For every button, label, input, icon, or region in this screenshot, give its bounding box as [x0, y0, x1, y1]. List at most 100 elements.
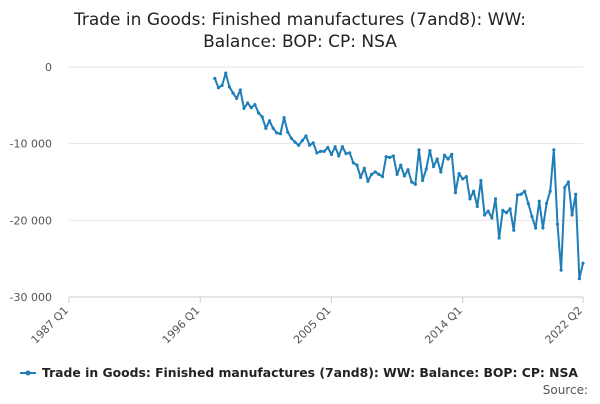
data-point[interactable] [428, 148, 432, 153]
data-point[interactable] [391, 154, 396, 158]
data-point[interactable] [337, 154, 341, 158]
data-point[interactable] [515, 193, 519, 197]
data-point[interactable] [552, 148, 556, 152]
data-point[interactable] [297, 143, 301, 147]
data-point[interactable] [548, 189, 552, 193]
data-point[interactable] [402, 174, 406, 178]
data-point[interactable] [453, 191, 458, 195]
data-point[interactable] [526, 201, 530, 206]
data-point[interactable] [388, 155, 392, 160]
data-point[interactable] [216, 86, 221, 90]
data-point[interactable] [238, 88, 242, 92]
legend-label[interactable]: Trade in Goods: Finished manufactures (7… [42, 366, 579, 380]
data-point[interactable] [450, 152, 454, 156]
data-point[interactable] [472, 189, 476, 193]
data-point[interactable] [421, 178, 425, 183]
data-point[interactable] [286, 130, 290, 134]
data-point[interactable] [340, 145, 344, 149]
data-point[interactable] [333, 145, 337, 149]
data-point[interactable] [282, 116, 286, 120]
data-point[interactable] [213, 76, 217, 81]
data-point[interactable] [275, 131, 279, 135]
data-point[interactable] [308, 143, 312, 147]
data-point[interactable] [493, 197, 498, 201]
data-point[interactable] [322, 149, 326, 153]
data-point[interactable] [570, 213, 574, 217]
data-point[interactable] [260, 115, 264, 119]
data-point[interactable] [355, 163, 359, 167]
data-point[interactable] [406, 168, 410, 172]
data-point[interactable] [461, 177, 465, 181]
data-point[interactable] [501, 208, 505, 212]
data-point[interactable] [304, 134, 308, 138]
data-point[interactable] [348, 151, 352, 155]
data-point[interactable] [574, 192, 578, 196]
data-point[interactable] [439, 170, 443, 174]
data-point[interactable] [490, 216, 494, 220]
data-point[interactable] [512, 228, 516, 232]
data-point[interactable] [435, 157, 439, 161]
data-point[interactable] [413, 182, 417, 186]
data-point[interactable] [424, 167, 428, 171]
data-point[interactable] [366, 179, 370, 183]
data-point[interactable] [380, 175, 385, 179]
data-point[interactable] [369, 172, 374, 176]
legend[interactable]: Trade in Goods: Finished manufactures (7… [20, 366, 579, 380]
data-point[interactable] [384, 155, 388, 159]
data-point[interactable] [399, 163, 403, 167]
data-point[interactable] [311, 141, 315, 145]
data-point[interactable] [431, 165, 436, 169]
data-point[interactable] [417, 148, 421, 152]
data-point[interactable] [377, 172, 381, 176]
data-point[interactable] [246, 101, 250, 105]
data-point[interactable] [344, 152, 348, 156]
data-point[interactable] [497, 236, 501, 240]
data-point[interactable] [256, 111, 261, 115]
data-point[interactable] [318, 149, 323, 153]
data-point[interactable] [530, 214, 534, 219]
data-point[interactable] [537, 199, 541, 203]
data-point[interactable] [231, 91, 235, 95]
data-point[interactable] [264, 126, 268, 130]
data-point[interactable] [224, 71, 228, 75]
data-point[interactable] [278, 132, 283, 136]
data-point[interactable] [555, 222, 560, 226]
data-point[interactable] [468, 197, 472, 201]
data-point[interactable] [475, 204, 479, 209]
data-point[interactable] [534, 226, 538, 230]
data-point[interactable] [253, 102, 257, 107]
data-point[interactable] [508, 207, 512, 211]
data-point[interactable] [359, 175, 363, 179]
data-point[interactable] [523, 189, 527, 193]
data-point[interactable] [249, 106, 253, 110]
data-point[interactable] [235, 96, 239, 101]
data-point[interactable] [577, 277, 581, 281]
data-point[interactable] [315, 151, 319, 155]
data-point[interactable] [300, 139, 304, 143]
data-point[interactable] [362, 166, 366, 170]
data-point[interactable] [267, 119, 272, 123]
data-point[interactable] [482, 213, 487, 217]
data-point[interactable] [563, 185, 567, 189]
data-point[interactable] [541, 226, 545, 230]
data-point[interactable] [227, 85, 231, 89]
data-point[interactable] [581, 261, 585, 265]
data-point[interactable] [504, 211, 509, 215]
data-point[interactable] [220, 83, 224, 87]
data-point[interactable] [326, 145, 330, 150]
data-point[interactable] [271, 126, 275, 130]
data-point[interactable] [464, 175, 468, 179]
data-point[interactable] [544, 201, 549, 206]
data-point[interactable] [293, 140, 297, 144]
data-point[interactable] [519, 192, 523, 196]
data-point[interactable] [479, 178, 483, 183]
data-point[interactable] [242, 106, 246, 110]
data-point[interactable] [457, 171, 461, 176]
data-point[interactable] [442, 153, 447, 157]
data-point[interactable] [410, 180, 414, 184]
data-point[interactable] [566, 180, 571, 184]
data-point[interactable] [559, 268, 563, 272]
data-point[interactable] [373, 170, 377, 174]
data-point[interactable] [329, 152, 334, 156]
data-point[interactable] [351, 161, 355, 165]
